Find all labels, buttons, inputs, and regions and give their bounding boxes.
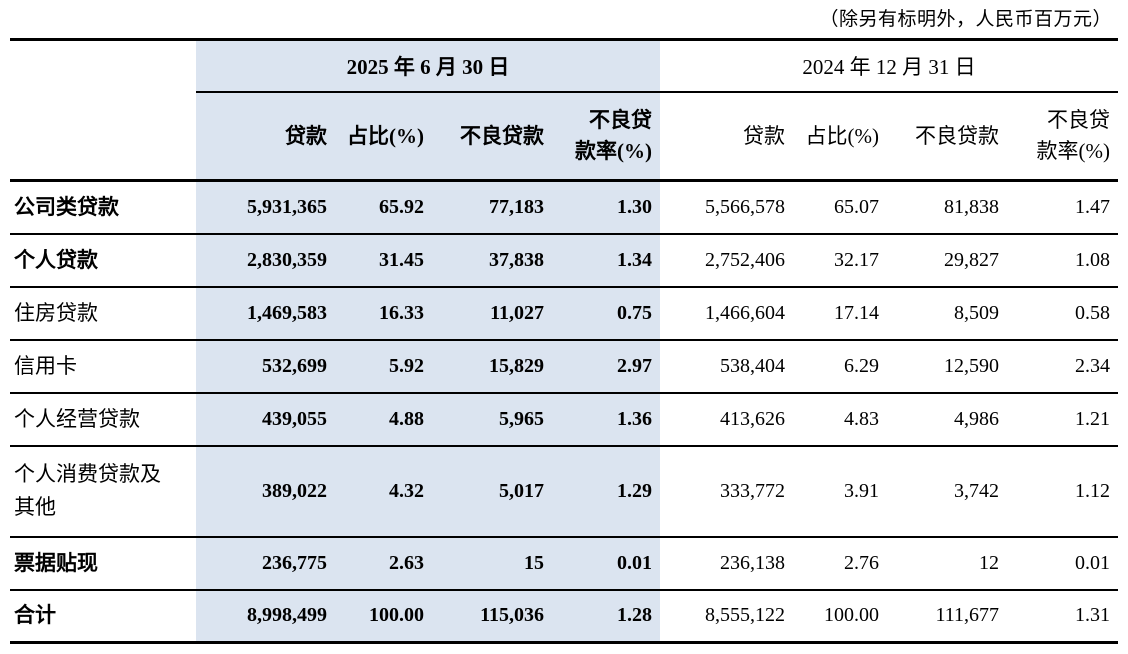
table-row: 公司类贷款 5,931,365 65.92 77,183 1.30 5,566,… [10, 180, 1118, 235]
table-body: 公司类贷款 5,931,365 65.92 77,183 1.30 5,566,… [10, 180, 1118, 644]
table-row: 合计 8,998,499 100.00 115,036 1.28 8,555,1… [10, 589, 1118, 644]
npl-2025-cell: 15,829 [432, 339, 552, 394]
npl-ratio-2024-cell: 2.34 [1007, 339, 1118, 394]
npl-ratio-2025-cell: 1.30 [552, 180, 660, 235]
table-row: 票据贴现 236,775 2.63 15 0.01 236,138 2.76 1… [10, 536, 1118, 591]
npl-2025-cell: 5,965 [432, 392, 552, 447]
table-row: 个人贷款 2,830,359 31.45 37,838 1.34 2,752,4… [10, 233, 1118, 288]
npl-ratio-2024-cell: 0.01 [1007, 536, 1118, 591]
loans-2025-cell: 1,469,583 [196, 286, 335, 341]
loans-2024-cell: 538,404 [660, 339, 793, 394]
loans-2025-cell: 8,998,499 [196, 589, 335, 644]
loans-2025-cell: 5,931,365 [196, 180, 335, 235]
period-header-row: 2025 年 6 月 30 日 2024 年 12 月 31 日 [10, 39, 1118, 93]
npl-ratio-2024-cell: 0.58 [1007, 286, 1118, 341]
npl-ratio-2024-cell: 1.31 [1007, 589, 1118, 644]
row-label: 公司类贷款 [10, 180, 196, 235]
npl-ratio-2025-cell: 1.34 [552, 233, 660, 288]
share-2025-cell: 65.92 [335, 180, 432, 235]
share-2024-cell: 65.07 [793, 180, 887, 235]
col-header-npl-ratio-2024: 不良贷 款率(%) [1007, 91, 1118, 182]
row-label: 票据贴现 [10, 536, 196, 591]
loans-2025-cell: 532,699 [196, 339, 335, 394]
col-header-loans-2025: 贷款 [196, 91, 335, 182]
share-2024-cell: 4.83 [793, 392, 887, 447]
period-header-2024: 2024 年 12 月 31 日 [660, 39, 1118, 93]
share-2024-cell: 6.29 [793, 339, 887, 394]
loans-2024-cell: 413,626 [660, 392, 793, 447]
loan-breakdown-table: 2025 年 6 月 30 日 2024 年 12 月 31 日 贷款 占比(%… [10, 38, 1118, 644]
npl-2024-cell: 111,677 [887, 589, 1007, 644]
share-2024-cell: 17.14 [793, 286, 887, 341]
npl-2025-cell: 5,017 [432, 445, 552, 538]
npl-ratio-2025-cell: 1.36 [552, 392, 660, 447]
row-label: 个人经营贷款 [10, 392, 196, 447]
header-spacer-cell [10, 91, 196, 182]
row-label: 住房贷款 [10, 286, 196, 341]
npl-2025-cell: 115,036 [432, 589, 552, 644]
table-row: 个人消费贷款及其他 389,022 4.32 5,017 1.29 333,77… [10, 445, 1118, 538]
npl-ratio-2024-cell: 1.12 [1007, 445, 1118, 538]
loans-2025-cell: 439,055 [196, 392, 335, 447]
loans-2025-cell: 389,022 [196, 445, 335, 538]
share-2025-cell: 16.33 [335, 286, 432, 341]
loans-2024-cell: 333,772 [660, 445, 793, 538]
period-header-2025: 2025 年 6 月 30 日 [196, 39, 660, 93]
table-row: 住房贷款 1,469,583 16.33 11,027 0.75 1,466,6… [10, 286, 1118, 341]
col-header-npl-2024: 不良贷款 [887, 91, 1007, 182]
npl-ratio-2025-cell: 1.29 [552, 445, 660, 538]
share-2024-cell: 2.76 [793, 536, 887, 591]
col-header-share-2024: 占比(%) [793, 91, 887, 182]
column-header-row: 贷款 占比(%) 不良贷款 不良贷 款率(%) 贷款 占比(%) 不良贷款 不良… [10, 91, 1118, 182]
loans-2024-cell: 5,566,578 [660, 180, 793, 235]
share-2025-cell: 100.00 [335, 589, 432, 644]
npl-ratio-2024-cell: 1.08 [1007, 233, 1118, 288]
npl-2024-cell: 3,742 [887, 445, 1007, 538]
share-2025-cell: 5.92 [335, 339, 432, 394]
npl-ratio-2024-cell: 1.21 [1007, 392, 1118, 447]
npl-ratio-2025-cell: 1.28 [552, 589, 660, 644]
loans-2024-cell: 8,555,122 [660, 589, 793, 644]
npl-ratio-2025-cell: 2.97 [552, 339, 660, 394]
row-label: 合计 [10, 589, 196, 644]
share-2024-cell: 100.00 [793, 589, 887, 644]
npl-2024-cell: 81,838 [887, 180, 1007, 235]
npl-2025-cell: 77,183 [432, 180, 552, 235]
share-2024-cell: 3.91 [793, 445, 887, 538]
npl-2025-cell: 37,838 [432, 233, 552, 288]
share-2025-cell: 2.63 [335, 536, 432, 591]
npl-2025-cell: 11,027 [432, 286, 552, 341]
npl-2025-cell: 15 [432, 536, 552, 591]
npl-ratio-2025-cell: 0.75 [552, 286, 660, 341]
row-label: 个人消费贷款及其他 [10, 445, 196, 538]
col-header-loans-2024: 贷款 [660, 91, 793, 182]
share-2025-cell: 31.45 [335, 233, 432, 288]
npl-2024-cell: 12 [887, 536, 1007, 591]
loans-2024-cell: 1,466,604 [660, 286, 793, 341]
share-2024-cell: 32.17 [793, 233, 887, 288]
col-header-npl-2025: 不良贷款 [432, 91, 552, 182]
col-header-share-2025: 占比(%) [335, 91, 432, 182]
table-header: 2025 年 6 月 30 日 2024 年 12 月 31 日 贷款 占比(%… [10, 39, 1118, 182]
table-row: 个人经营贷款 439,055 4.88 5,965 1.36 413,626 4… [10, 392, 1118, 447]
row-label: 信用卡 [10, 339, 196, 394]
table-row: 信用卡 532,699 5.92 15,829 2.97 538,404 6.2… [10, 339, 1118, 394]
share-2025-cell: 4.88 [335, 392, 432, 447]
currency-unit-note: （除另有标明外，人民币百万元） [819, 9, 1112, 30]
npl-2024-cell: 8,509 [887, 286, 1007, 341]
npl-ratio-2024-cell: 1.47 [1007, 180, 1118, 235]
loans-2024-cell: 2,752,406 [660, 233, 793, 288]
row-label: 个人贷款 [10, 233, 196, 288]
header-spacer-cell [10, 40, 196, 92]
npl-2024-cell: 12,590 [887, 339, 1007, 394]
loans-2024-cell: 236,138 [660, 536, 793, 591]
loans-2025-cell: 2,830,359 [196, 233, 335, 288]
npl-ratio-2025-cell: 0.01 [552, 536, 660, 591]
npl-2024-cell: 4,986 [887, 392, 1007, 447]
col-header-npl-ratio-2025: 不良贷 款率(%) [552, 91, 660, 182]
loans-2025-cell: 236,775 [196, 536, 335, 591]
share-2025-cell: 4.32 [335, 445, 432, 538]
npl-2024-cell: 29,827 [887, 233, 1007, 288]
